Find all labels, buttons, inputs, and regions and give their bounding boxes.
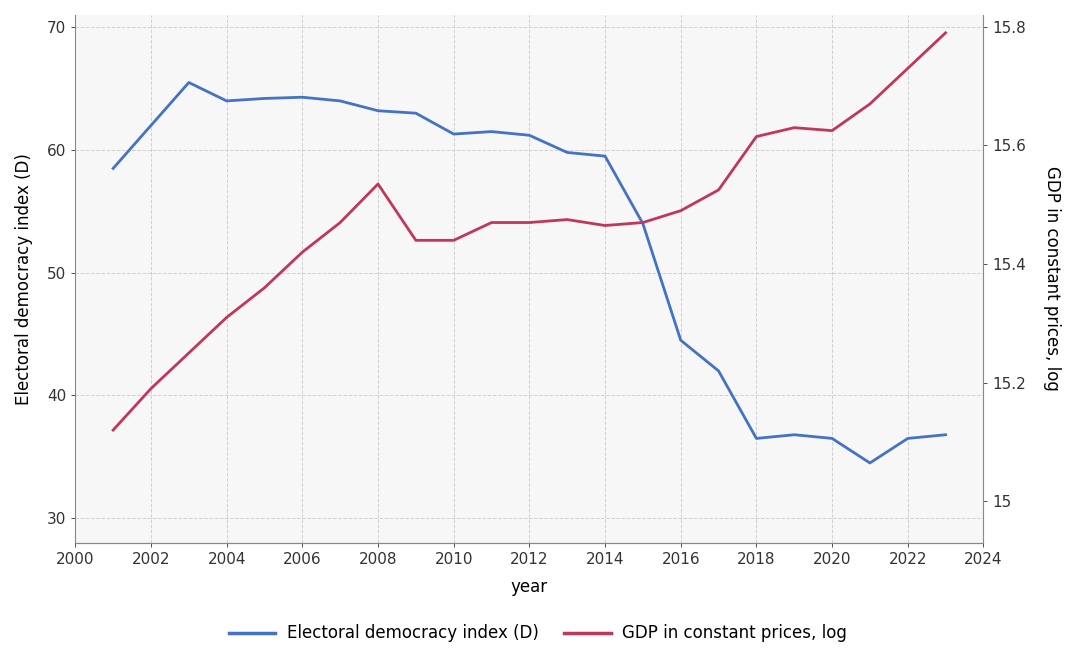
Legend: Electoral democracy index (D), GDP in constant prices, log: Electoral democracy index (D), GDP in co… [222, 618, 854, 649]
Y-axis label: GDP in constant prices, log: GDP in constant prices, log [1043, 167, 1061, 391]
X-axis label: year: year [511, 578, 548, 596]
Y-axis label: Electoral democracy index (D): Electoral democracy index (D) [15, 153, 33, 405]
